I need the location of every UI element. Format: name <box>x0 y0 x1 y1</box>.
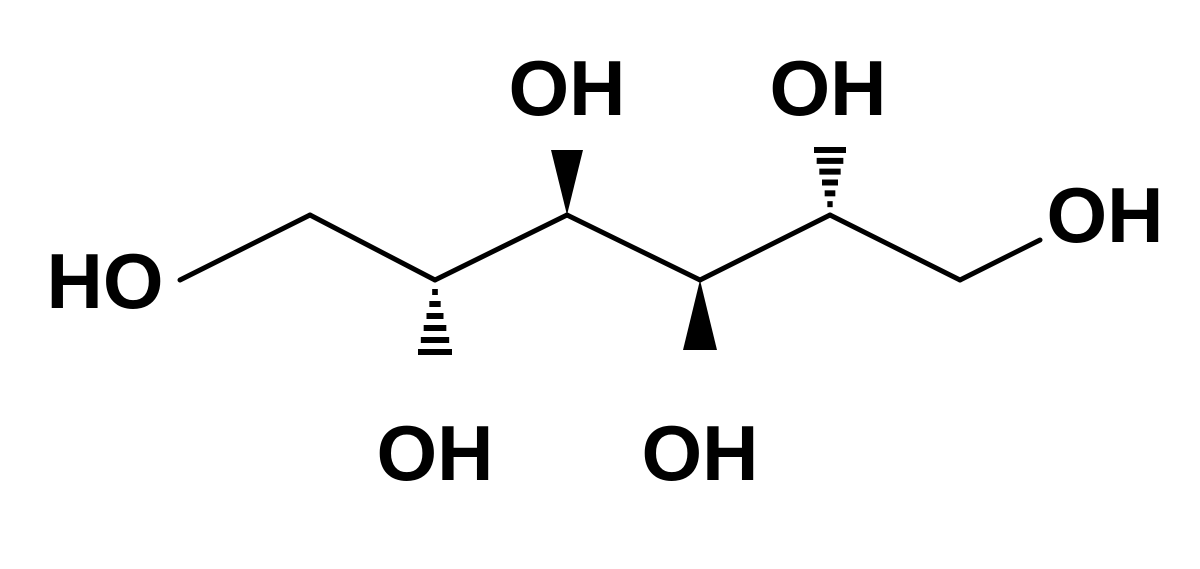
stereo-bonds-layer <box>418 150 846 352</box>
bond <box>435 215 567 280</box>
bond <box>567 215 700 280</box>
wedge-bond <box>551 150 583 215</box>
bond <box>830 215 960 280</box>
molecule-diagram: HO OH OH OH OH OH <box>0 0 1200 569</box>
atom-labels-layer: HO OH OH OH OH OH <box>47 44 1164 497</box>
bond <box>310 215 435 280</box>
wedge-bond <box>683 280 717 350</box>
atom-label: OH <box>770 44 887 132</box>
bond <box>700 215 830 280</box>
bonds-layer <box>180 215 1040 280</box>
atom-label: OH <box>1047 171 1164 259</box>
atom-label: OH <box>509 44 626 132</box>
atom-label: OH <box>377 409 494 497</box>
atom-label: HO <box>47 237 164 325</box>
bond <box>180 215 310 280</box>
atom-label: OH <box>642 409 759 497</box>
bond <box>960 240 1040 280</box>
